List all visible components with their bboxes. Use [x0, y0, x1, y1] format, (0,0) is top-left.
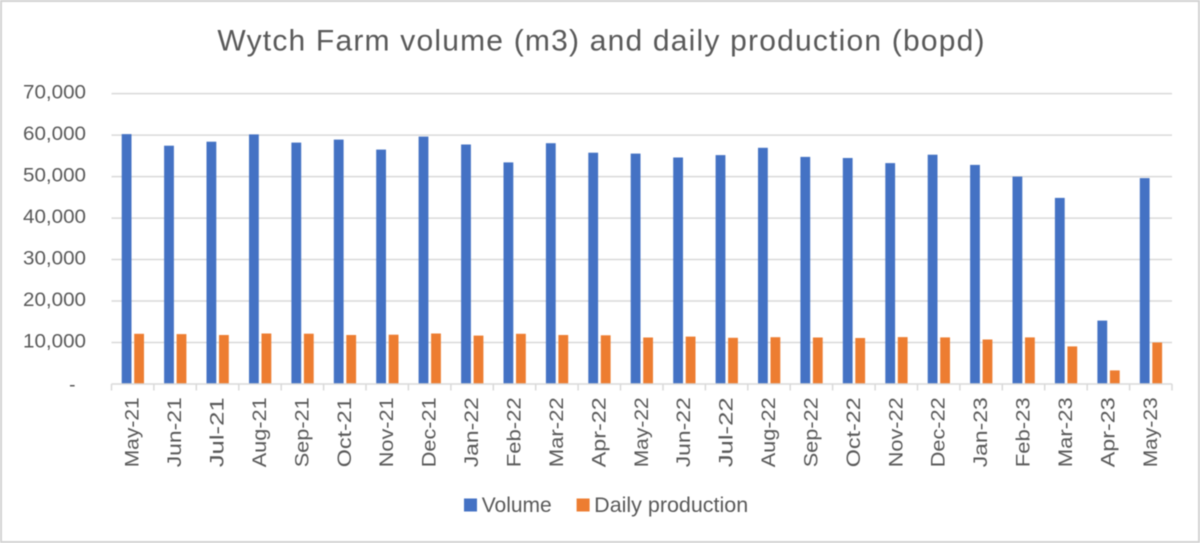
svg-text:Nov-22: Nov-22 — [885, 397, 907, 467]
svg-text:Nov-21: Nov-21 — [376, 397, 398, 467]
svg-text:50,000: 50,000 — [23, 166, 86, 187]
svg-text:Daily production: Daily production — [594, 494, 748, 517]
svg-text:Sep-21: Sep-21 — [291, 397, 313, 467]
svg-text:Volume: Volume — [482, 494, 552, 517]
svg-text:May-23: May-23 — [1140, 397, 1162, 467]
svg-text:Jun-21: Jun-21 — [164, 397, 186, 467]
svg-text:Aug-21: Aug-21 — [249, 397, 271, 467]
svg-text:Sep-22: Sep-22 — [800, 397, 822, 467]
svg-text:Wytch Farm volume (m3) and dai: Wytch Farm volume (m3) and daily product… — [217, 25, 985, 58]
svg-text:Mar-22: Mar-22 — [546, 397, 568, 467]
svg-text:Feb-22: Feb-22 — [504, 397, 526, 467]
svg-text:Aug-22: Aug-22 — [758, 397, 780, 467]
svg-text:10,000: 10,000 — [23, 331, 86, 352]
svg-text:Jul-22: Jul-22 — [716, 397, 738, 467]
svg-text:Jun-22: Jun-22 — [673, 397, 695, 467]
svg-text:Oct-22: Oct-22 — [843, 397, 865, 467]
svg-text:Oct-21: Oct-21 — [334, 397, 356, 467]
svg-text:40,000: 40,000 — [23, 207, 86, 228]
svg-text:Jul-21: Jul-21 — [207, 397, 229, 467]
svg-text:Jan-23: Jan-23 — [970, 397, 992, 467]
svg-text:Apr-23: Apr-23 — [1097, 397, 1119, 467]
svg-text:May-21: May-21 — [122, 397, 144, 467]
svg-text:60,000: 60,000 — [23, 124, 86, 145]
svg-text:Dec-21: Dec-21 — [419, 397, 441, 467]
svg-text:Apr-22: Apr-22 — [588, 397, 610, 467]
svg-text:-: - — [69, 375, 75, 396]
svg-text:20,000: 20,000 — [23, 290, 86, 311]
svg-text:70,000: 70,000 — [23, 83, 86, 104]
svg-text:May-22: May-22 — [631, 397, 653, 467]
svg-text:Feb-23: Feb-23 — [1013, 397, 1035, 467]
svg-text:30,000: 30,000 — [23, 248, 86, 269]
svg-text:Jan-22: Jan-22 — [461, 397, 483, 467]
svg-text:Mar-23: Mar-23 — [1055, 397, 1077, 467]
svg-text:Dec-22: Dec-22 — [928, 397, 950, 467]
